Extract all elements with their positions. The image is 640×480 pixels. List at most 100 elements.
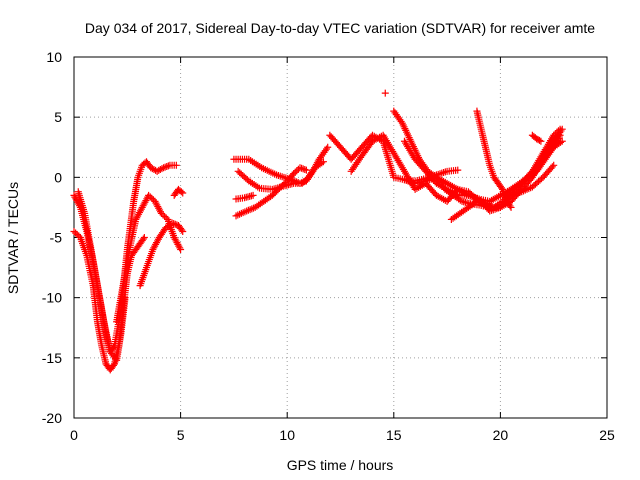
data-point xyxy=(177,246,185,254)
data-point xyxy=(507,203,515,211)
data-point xyxy=(158,165,166,173)
data-point xyxy=(291,168,299,176)
series-track-15 xyxy=(381,89,389,97)
data-point xyxy=(558,137,566,145)
x-tick-label: 20 xyxy=(493,427,509,443)
data-point xyxy=(75,232,83,240)
data-point xyxy=(121,294,129,302)
data-point xyxy=(322,145,330,153)
data-point xyxy=(70,227,78,235)
data-point xyxy=(497,184,505,192)
series-track-5 xyxy=(136,219,187,290)
data-point xyxy=(244,206,252,214)
data-point xyxy=(558,125,566,133)
data-point xyxy=(176,244,184,252)
data-point xyxy=(160,164,168,172)
chart-title: Day 034 of 2017, Sidereal Day-to-day VTE… xyxy=(85,20,595,36)
data-point xyxy=(381,89,389,97)
data-point xyxy=(293,178,301,186)
data-point xyxy=(548,163,556,171)
series-track-8 xyxy=(234,158,327,193)
data-point xyxy=(246,206,254,214)
data-point xyxy=(298,164,306,172)
series-track-16 xyxy=(447,137,566,223)
data-point xyxy=(179,189,187,197)
y-axis-label: SDTVAR / TECUs xyxy=(5,182,21,294)
data-point xyxy=(280,180,288,188)
y-tick-label: 5 xyxy=(54,109,62,125)
data-point xyxy=(557,138,565,146)
data-point xyxy=(298,179,306,187)
series-track-18 xyxy=(400,166,462,185)
data-point xyxy=(485,201,493,209)
data-point xyxy=(157,209,165,217)
data-point xyxy=(159,211,167,219)
data-point xyxy=(300,178,308,186)
data-point xyxy=(293,167,301,175)
data-point xyxy=(299,165,307,173)
data-point xyxy=(302,166,310,174)
data-point xyxy=(481,200,489,208)
data-point xyxy=(172,161,180,169)
data-point xyxy=(537,137,545,145)
data-point xyxy=(177,188,185,196)
data-point xyxy=(161,212,169,220)
data-point xyxy=(506,202,514,210)
data-point xyxy=(290,170,298,178)
data-point xyxy=(73,230,81,238)
series-track-17 xyxy=(473,107,515,211)
x-tick-label: 15 xyxy=(386,427,402,443)
data-point xyxy=(179,227,187,235)
data-point xyxy=(248,205,256,213)
data-point xyxy=(557,127,565,135)
data-point xyxy=(109,361,117,369)
data-point xyxy=(140,234,148,241)
x-tick-label: 5 xyxy=(177,427,185,443)
y-tick-label: 10 xyxy=(46,49,62,65)
data-point xyxy=(161,163,169,171)
data-point xyxy=(278,181,286,189)
x-tick-label: 10 xyxy=(279,427,295,443)
data-point xyxy=(148,194,156,202)
data-point xyxy=(139,235,147,243)
series-track-19 xyxy=(528,131,545,145)
data-point xyxy=(535,136,543,144)
data-point xyxy=(301,166,309,174)
data-point xyxy=(296,164,304,172)
data-point xyxy=(454,166,462,174)
data-point xyxy=(324,143,332,151)
data-point xyxy=(277,183,285,191)
data-point xyxy=(171,220,179,228)
data-point xyxy=(146,193,154,201)
data-point xyxy=(72,229,80,237)
data-point xyxy=(249,191,257,199)
data-point xyxy=(319,158,327,166)
x-tick-label: 25 xyxy=(599,427,615,443)
data-point xyxy=(397,117,405,125)
data-point xyxy=(318,159,326,167)
grid xyxy=(74,57,607,418)
series-track-4 xyxy=(113,191,185,326)
y-tick-label: -5 xyxy=(50,230,63,246)
series-track-6 xyxy=(170,185,187,199)
data-point xyxy=(162,214,170,222)
y-tick-label: -20 xyxy=(42,410,62,426)
y-tick-label: 0 xyxy=(54,169,62,185)
y-tick-label: -10 xyxy=(42,290,62,306)
data-point xyxy=(145,191,153,199)
data-points xyxy=(70,89,566,374)
x-tick-label: 0 xyxy=(70,427,78,443)
data-point xyxy=(550,161,558,169)
x-axis-label: GPS time / hours xyxy=(287,457,394,473)
data-point xyxy=(164,162,172,170)
axis-ticks: 0 5 10 15 20 25 -20 -15 -10 -5 0 5 10 xyxy=(42,49,615,443)
data-point xyxy=(301,176,309,184)
data-point xyxy=(178,226,186,234)
series-track-9 xyxy=(232,164,310,220)
data-point xyxy=(168,219,176,227)
series-track-3 xyxy=(74,188,129,364)
y-tick-label: -15 xyxy=(42,350,62,366)
data-point xyxy=(170,220,178,228)
data-point xyxy=(483,201,491,209)
